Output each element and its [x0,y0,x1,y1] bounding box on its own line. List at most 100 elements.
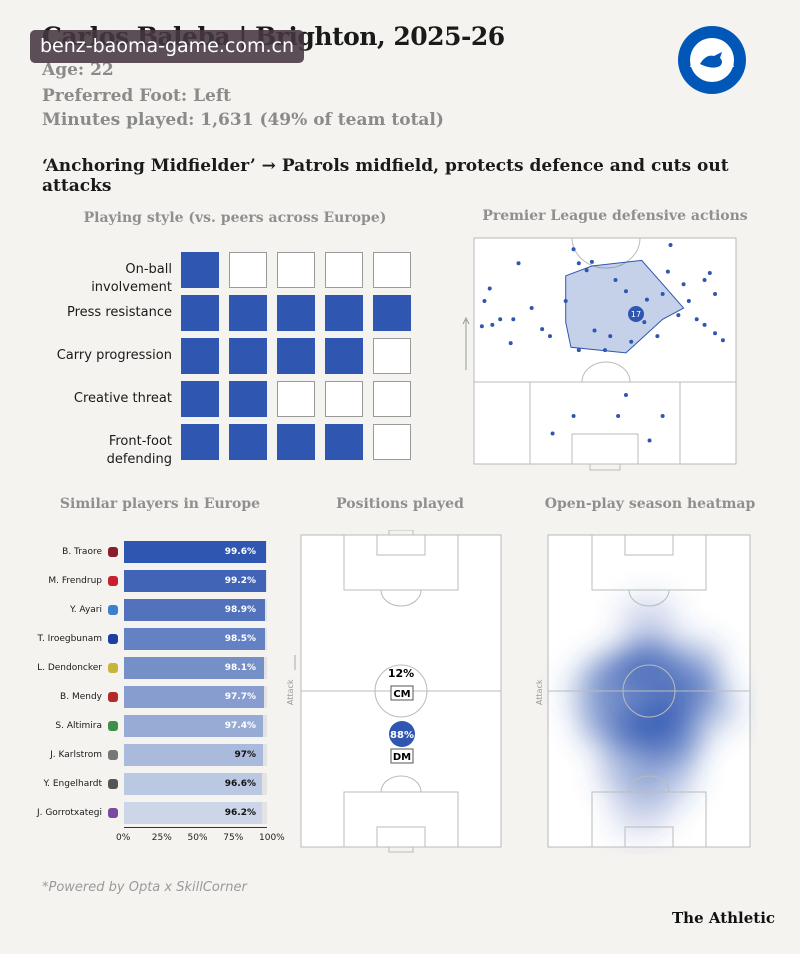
age-text: Age: 22 [42,60,114,80]
similarity-bar [124,599,266,621]
x-axis-line [124,827,267,828]
similarity-value-label: 97.7% [224,692,256,702]
role-headline: ‘Anchoring Midfielder’ → Patrols midfiel… [42,156,729,196]
defensive-action-point [584,268,589,273]
defensive-action-point [629,339,634,344]
defensive-action-point [529,306,534,311]
defensive-action-point [589,259,594,264]
style-square [373,338,411,374]
defensive-action-point [655,334,660,339]
defensive-action-point [702,278,707,283]
heatmap-axis-label: Attack [535,679,544,705]
similarity-bar [124,657,265,679]
similar-player-name: B. Mendy [60,692,102,702]
defensive-action-point [668,243,673,248]
style-square [181,424,219,460]
style-square [325,295,363,331]
style-square [373,424,411,460]
defensive-action-point [660,414,665,418]
similar-player-name: J. Karlstrom [50,750,102,760]
heatmap-blob [663,640,724,693]
style-square [229,295,267,331]
club-crest-icon [108,576,118,586]
defensive-action-point [592,328,597,333]
similarity-bar-track [124,541,267,563]
club-crest-icon [108,634,118,644]
defensive-action-point [713,331,718,336]
similarity-bar [124,570,266,592]
club-crest-icon [108,605,118,615]
x-tick-label: 75% [223,833,244,843]
defensive-action-point [508,341,513,346]
defensive-action-point [540,327,545,332]
similarity-bar [124,744,263,766]
positions-title: Positions played [336,496,464,512]
defensive-action-point [516,261,521,266]
similarity-bar [124,715,264,737]
defensive-actions-chart: 17 [462,237,737,471]
similarity-bar-track [124,599,267,621]
defensive-action-point [571,247,576,252]
source-note: *Powered by Opta x SkillCorner [42,880,247,895]
style-square [229,381,267,417]
similarity-value-label: 98.5% [224,634,256,644]
playing-style-title: Playing style (vs. peers across Europe) [83,210,387,226]
similarity-bar-track [124,570,267,592]
similarity-bar [124,628,265,650]
dm-label: DM [393,752,411,763]
cm-label: CM [393,689,410,700]
style-square [325,381,363,417]
club-crest-icon [108,750,118,760]
similarity-value-label: 98.1% [224,663,256,673]
style-square [277,252,315,288]
defensive-action-point [616,414,621,418]
positions-pitch: Attack 12% CM 88% DM [286,530,502,853]
similarity-value-label: 99.2% [224,576,256,586]
similarity-bar [124,802,262,824]
club-crest-icon [108,663,118,673]
heatmap-title: Open-play season heatmap [544,496,756,512]
style-square [373,295,411,331]
similar-player-name: B. Traore [62,547,102,557]
style-row-label: On-ball involvement [91,262,172,295]
defensive-action-point [550,431,555,436]
similarity-value-label: 96.2% [224,808,256,818]
similarity-value-label: 97% [234,750,256,760]
x-tick-label: 25% [151,833,172,843]
defensive-action-point [623,393,628,397]
defensive-action-point [694,317,699,322]
style-square [373,381,411,417]
similar-player-name: Y. Engelhardt [43,779,102,789]
style-square [277,338,315,374]
foot-text: Preferred Foot: Left [42,86,232,106]
dm-percent: 88% [390,730,414,741]
defensive-action-point [660,292,665,297]
similarity-bar-track [124,628,267,650]
style-square [229,252,267,288]
defensive-action-point [571,414,576,418]
brand-logo: The Athletic [672,909,776,927]
defensive-action-point [479,324,484,329]
club-crest-icon [108,808,118,818]
similar-player-name: M. Frendrup [48,576,102,586]
defensive-actions-title: Premier League defensive actions [482,208,748,224]
similar-player-name: T. Iroegbunam [37,634,102,644]
defensive-action-point [702,322,707,327]
style-square [229,424,267,460]
similar-player-name: L. Dendoncker [37,663,102,673]
similarity-value-label: 98.9% [224,605,256,615]
defensive-action-point [681,282,686,287]
defensive-action-point [487,286,492,291]
heatmap-chart: Attack [535,534,751,848]
defensive-action-point [707,271,712,276]
similarity-bar [124,686,264,708]
style-row-label: Carry progression [56,348,172,363]
similarity-bar-track [124,715,267,737]
style-square [277,381,315,417]
similarity-value-label: 96.6% [224,779,256,789]
similar-players-title: Similar players in Europe [59,496,261,512]
cm-percent: 12% [388,667,414,680]
similarity-value-label: 97.4% [224,721,256,731]
style-square [229,338,267,374]
similar-player-name: Y. Ayari [70,605,102,615]
